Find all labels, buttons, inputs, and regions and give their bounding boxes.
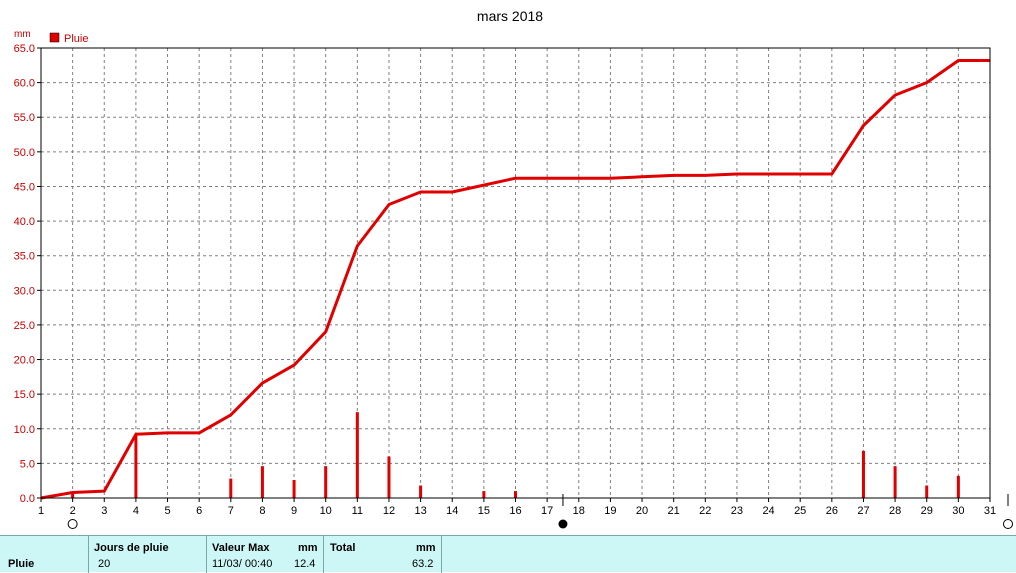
x-tick-label: 3 [101,505,107,517]
y-tick-label: 35.0 [14,251,35,263]
x-tick-label: 31 [984,505,996,517]
summary-panel: Pluie Jours de pluie 20 Valeur Max mm 11… [0,535,1016,573]
x-tick-label: 28 [889,505,901,517]
x-tick-label: 18 [573,505,585,517]
rain-bar [387,456,391,498]
x-tick-label: 25 [794,505,806,517]
x-tick-label: 10 [320,505,332,517]
x-tick-label: 13 [414,505,426,517]
separator [323,536,324,573]
separator [206,536,207,573]
x-tick-label: 11 [352,505,363,517]
y-tick-label: 50.0 [14,147,35,159]
y-tick-label: 10.0 [14,424,35,436]
rain-bar [419,485,423,498]
summary-row-label: Pluie [8,558,35,570]
cumulative-rain-line [40,59,990,500]
chart-title: mars 2018 [477,8,543,24]
y-axis-unit: mm [14,29,31,40]
rain-bar [134,435,138,498]
x-tick-label: 6 [196,505,202,517]
rain-bar [925,485,929,498]
rain-days-header: Jours de pluie [94,542,169,554]
x-tick-label: 4 [133,505,139,517]
total-value: 63.2 [412,558,434,570]
x-tick-label: 22 [699,505,711,517]
max-date: 11/03/ 00:40 [212,558,273,570]
max-unit: mm [298,542,318,554]
x-tick-label: 17 [541,505,553,517]
moon-phase-markers [67,494,1013,529]
legend-label: Pluie [64,33,88,45]
x-axis-ticks: 1 2 3 4 5 6 7 8 9 10 11 12 13 14 15 16 17 18 19 20 21 22 23 24 2… [38,505,996,517]
plot-frame [40,47,991,499]
x-tick-label: 20 [636,505,648,517]
x-tick-label: 9 [291,505,297,517]
x-tick-label: 7 [228,505,234,517]
full-moon-icon [1003,519,1013,529]
y-tick-label: 30.0 [14,285,35,297]
x-tick-label: 12 [383,505,395,517]
x-tick-label: 2 [70,505,76,517]
rain-bar [355,412,359,498]
x-tick-label: 21 [668,505,680,517]
total-unit: mm [416,542,436,554]
x-tick-label: 23 [731,505,743,517]
rain-bar [71,492,75,498]
x-tick-label: 29 [921,505,933,517]
x-tick-label: 19 [604,505,616,517]
separator [88,536,89,573]
rain-bar [482,491,486,498]
y-tick-label: 5.0 [20,458,35,470]
x-tick-label: 5 [164,505,170,517]
y-axis-ticks: 0.0 5.0 10.0 15.0 20.0 25.0 30.0 35.0 40.0 45.0 50… [14,43,35,505]
rain-chart: mars 2018 mm Pluie 0.0 5.0 10.0 15.0 20.0 25.… [14,8,1013,529]
y-tick-label: 20.0 [14,355,35,367]
max-value: 12.4 [294,558,316,570]
daily-rain-bars [71,412,960,498]
rain-bar [514,491,517,498]
rain-bar [861,450,865,498]
full-moon-icon [67,519,78,529]
y-tick-label: 65.0 [14,43,35,55]
y-tick-label: 25.0 [14,320,35,332]
total-header: Total [330,542,356,554]
rain-bar [956,475,960,498]
x-tick-label: 26 [826,505,838,517]
separator [441,536,442,573]
y-tick-label: 15.0 [14,389,35,401]
y-tick-label: 40.0 [14,216,35,228]
x-tick-label: 24 [762,505,774,517]
x-tick-label: 8 [259,505,265,517]
rain-bar [324,466,328,498]
x-tick-label: 30 [952,505,964,517]
x-tick-label: 15 [478,505,490,517]
y-tick-label: 45.0 [14,181,35,193]
max-header: Valeur Max [212,542,270,554]
rain-bar [260,466,264,498]
y-tick-label: 0.0 [20,493,35,505]
rain-bar [292,480,296,498]
y-tick-label: 55.0 [14,112,35,124]
x-tick-label: 14 [446,505,458,517]
x-tick-label: 27 [857,505,869,517]
rain-days-value: 20 [98,558,111,570]
new-moon-icon [558,519,568,529]
x-tick-label: 1 [38,505,44,517]
legend-swatch [49,32,60,43]
x-tick-label: 16 [509,505,521,517]
rain-bar [893,466,897,498]
y-tick-label: 60.0 [14,78,35,90]
rain-bar [229,478,233,498]
